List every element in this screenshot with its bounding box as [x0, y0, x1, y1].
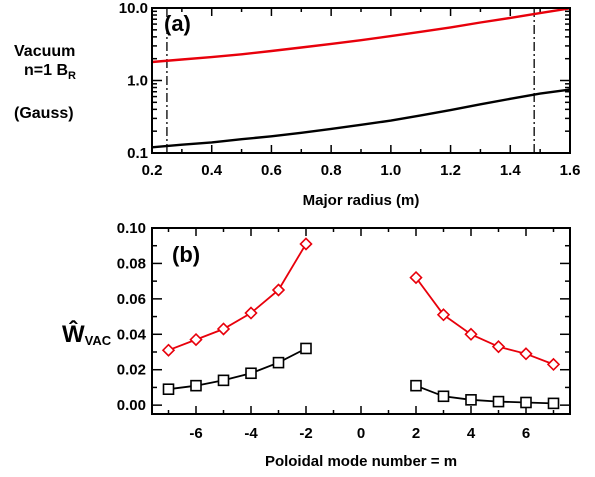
panel-a-ylabel-sub: R: [68, 70, 76, 82]
panel-a-ylabel-main: n=1 B: [24, 62, 68, 79]
panel-b-xtick-label: 2: [412, 425, 420, 442]
panel-b-series-2-point: [300, 342, 312, 355]
panel-b-label: (b): [172, 242, 200, 267]
panel-a-ytick-label: 1.0: [127, 73, 148, 90]
panel-a-xtick-label: 1.2: [440, 162, 461, 179]
panel-b-frame: [151, 227, 571, 415]
panel-a-series-0-line: [151, 7, 571, 64]
panel-b-xtick-label: 6: [522, 425, 530, 442]
panel-b-series-0-point: [271, 283, 286, 297]
panel-a-ytick-label: 10.0: [119, 0, 148, 17]
panel-b-series-2-line: [168, 347, 307, 391]
panel-b-series-3-point: [547, 397, 560, 410]
panel-a-frame: [151, 7, 571, 154]
panel-b-plot-area: -6 -4 -2 0 2 4 6 0.00 0.02 0.04 0.06 0.08 0.10: [117, 220, 570, 442]
panel-b-series-1-point: [519, 347, 533, 361]
panel-a-series-1-line: [151, 88, 571, 149]
panel-a-xtick-label: 0.4: [201, 162, 223, 179]
panel-b-series-3-point: [465, 394, 477, 406]
panel-b-series-3-point: [520, 396, 532, 409]
panel-b-series-2-point: [162, 383, 175, 396]
panel-a-xtick-label: 1.4: [500, 162, 522, 179]
panel-a-ytick-label: 0.1: [127, 145, 148, 162]
panel-b-xlabel: Poloidal mode number = m: [265, 453, 457, 470]
panel-b-xtick-label: -2: [299, 425, 312, 442]
panel-b-series-1-point: [491, 340, 506, 354]
panel-b-series-0-point: [161, 343, 176, 357]
panel-a-xtick-label: 0.2: [142, 162, 163, 179]
panel-b-series-2-point: [217, 374, 230, 387]
panel-b-series-1-line: [415, 277, 554, 366]
panel-a-plot-area: 0.2 0.4 0.6 0.8 1.0 1.2 1.4 1.6 0.1 1.0 10.0: [119, 0, 581, 179]
panel-b-ytick-label: 0.08: [117, 255, 146, 272]
panel-b-series-2-point: [245, 367, 257, 380]
panel-b-series-0-point: [189, 332, 203, 347]
panel-b-ytick-label: 0.02: [117, 362, 146, 379]
panel-b-series-3-point: [410, 379, 422, 392]
panel-a-ylabel-line3: (Gauss): [14, 105, 74, 122]
panel-b-ylabel-sub: VAC: [85, 333, 112, 348]
panel-b-series-0-point: [299, 237, 313, 251]
panel-b: -6 -4 -2 0 2 4 6 0.00 0.02 0.04 0.06 0.08 0.10 (b) Ŵ…: [62, 220, 571, 470]
panel-a-xtick-label: 1.0: [380, 162, 401, 179]
panel-b-ytick-label: 0.10: [117, 220, 146, 237]
panel-b-series-3-line: [415, 384, 554, 405]
panel-a-ylabel-line1: Vacuum: [14, 43, 75, 60]
panel-b-xtick-label: -6: [189, 425, 202, 442]
panel-b-xtick-label: 4: [467, 425, 476, 442]
panel-b-xtick-label: -4: [244, 425, 258, 442]
panel-b-series-3-point: [437, 390, 450, 403]
panel-b-ylabel-main: Ŵ: [62, 320, 85, 348]
panel-b-ytick-label: 0.06: [117, 291, 146, 308]
panel-b-series-1-point: [409, 270, 423, 285]
panel-a-ylabel-line2: n=1 BR: [24, 62, 76, 82]
panel-b-series-1-point: [464, 327, 478, 341]
panel-a-xtick-label: 0.8: [321, 162, 342, 179]
panel-b-series-1-point: [436, 308, 451, 322]
panel-b-series-0-point: [216, 322, 231, 336]
panel-b-series-0-point: [244, 306, 258, 320]
panel-b-series-2-point: [190, 379, 202, 392]
panel-b-series-3-point: [492, 395, 505, 408]
panel-b-ylabel: ŴVAC: [62, 320, 112, 348]
panel-b-series-2-point: [272, 356, 285, 369]
panel-a: 0.2 0.4 0.6 0.8 1.0 1.2 1.4 1.6 0.1 1.0 10.0 (a) V…: [14, 0, 580, 209]
panel-a-xtick-label: 1.6: [560, 162, 581, 179]
panel-b-xtick-label: 0: [357, 425, 365, 442]
panel-b-ytick-label: 0.00: [117, 397, 146, 414]
panel-a-label: (a): [164, 11, 191, 36]
panel-b-series-1-point: [546, 357, 561, 372]
panel-a-xtick-label: 0.6: [261, 162, 282, 179]
panel-b-ytick-label: 0.04: [117, 326, 147, 343]
panel-a-xlabel: Major radius (m): [303, 192, 420, 209]
